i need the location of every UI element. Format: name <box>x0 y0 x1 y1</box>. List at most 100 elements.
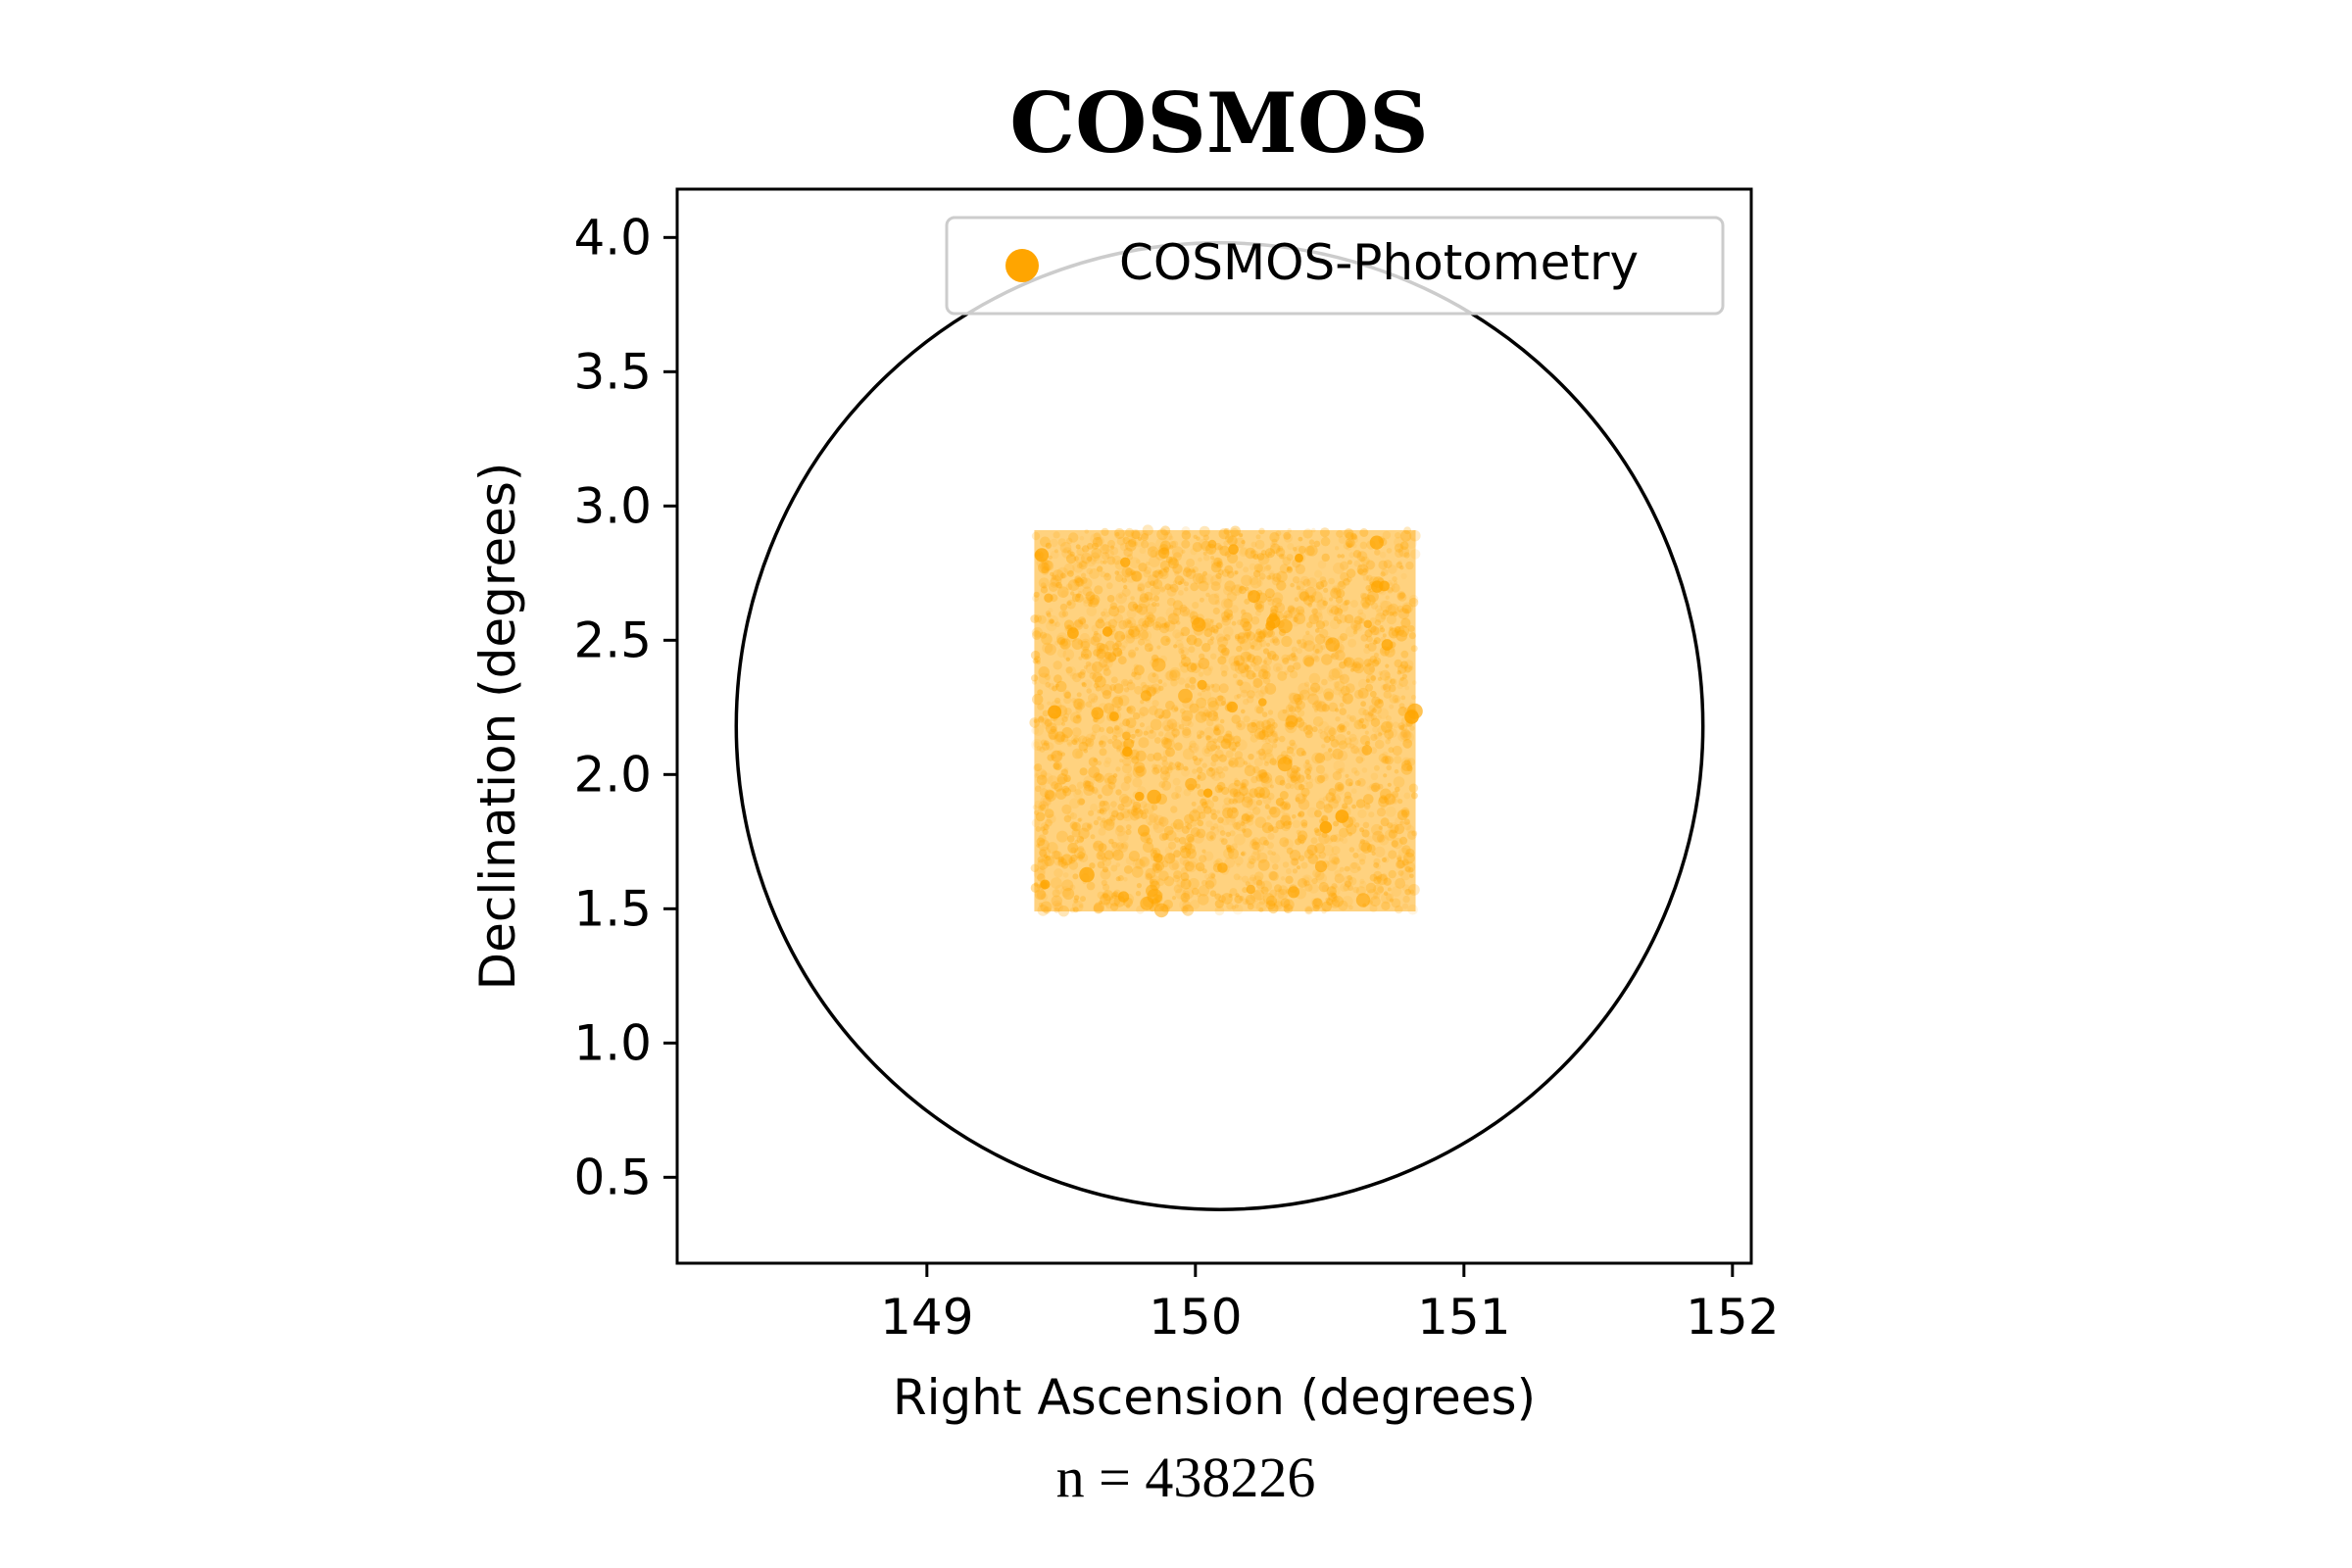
scatter-point <box>1168 722 1178 732</box>
scatter-point <box>1037 689 1044 696</box>
scatter-point <box>1120 641 1128 649</box>
scatter-point <box>1372 627 1382 636</box>
scatter-point <box>1140 801 1148 808</box>
scatter-point <box>1190 827 1200 838</box>
scatter-point <box>1148 821 1152 826</box>
scatter-point <box>1383 877 1392 886</box>
scatter-point <box>1299 575 1310 586</box>
scatter-point <box>1077 851 1086 859</box>
scatter-point <box>1123 633 1135 645</box>
scatter-point <box>1397 706 1408 716</box>
scatter-point <box>1054 884 1065 895</box>
scatter-point <box>1205 740 1217 752</box>
scatter-point <box>1271 826 1279 834</box>
scatter-point <box>1316 599 1327 611</box>
scatter-point <box>1127 649 1137 658</box>
scatter-point <box>1279 837 1290 848</box>
scatter-point <box>1198 658 1210 670</box>
scatter-point <box>1304 586 1317 599</box>
scatter-point <box>1107 618 1118 629</box>
scatter-point <box>1235 893 1240 898</box>
scatter-point <box>1378 560 1388 570</box>
scatter-point <box>1176 620 1181 625</box>
scatter-point <box>1346 540 1353 548</box>
scatter-point <box>1340 561 1349 570</box>
scatter-point <box>1207 697 1218 708</box>
scatter-point <box>1316 701 1328 712</box>
scatter-point <box>1130 733 1136 739</box>
scatter-point <box>1307 686 1318 697</box>
scatter-point <box>1249 575 1259 586</box>
scatter-point <box>1277 545 1284 552</box>
scatter-point <box>1383 690 1392 699</box>
y-tick-label: 3.0 <box>573 477 652 534</box>
scatter-point <box>1298 855 1305 861</box>
scatter-point <box>1131 530 1141 539</box>
scatter-point <box>1255 600 1265 610</box>
scatter-point <box>1110 892 1118 899</box>
scatter-point <box>1389 626 1394 631</box>
scatter-point <box>1277 889 1289 900</box>
scatter-point <box>1267 575 1272 580</box>
scatter-point <box>1223 598 1234 609</box>
scatter-point <box>1250 730 1255 736</box>
scatter-point <box>1209 636 1215 641</box>
scatter-point <box>1104 549 1114 560</box>
scatter-point <box>1363 659 1373 667</box>
scatter-point <box>1347 714 1351 719</box>
scatter-point <box>1279 564 1290 574</box>
scatter-point <box>1251 837 1260 846</box>
scatter-point <box>1301 874 1313 886</box>
scatter-point <box>1151 866 1160 876</box>
scatter-point <box>1226 807 1239 819</box>
scatter-point <box>1388 829 1397 839</box>
scatter-point <box>1200 798 1207 807</box>
scatter-point <box>1310 898 1318 906</box>
scatter-point <box>1394 543 1404 553</box>
scatter-point <box>1382 530 1392 540</box>
scatter-point <box>1221 616 1231 626</box>
scatter-point <box>1330 899 1341 909</box>
scatter-point <box>1157 547 1170 559</box>
scatter-point <box>1114 570 1119 575</box>
scatter-point <box>1337 635 1346 644</box>
scatter-point <box>1047 754 1054 761</box>
scatter-point <box>1253 786 1265 798</box>
scatter-point <box>1370 713 1377 721</box>
scatter-point <box>1135 891 1142 897</box>
scatter-point <box>1398 592 1406 599</box>
scatter-point <box>1030 614 1040 623</box>
scatter-point <box>1232 904 1244 915</box>
scatter-point <box>1234 895 1243 904</box>
scatter-point <box>1085 555 1097 567</box>
scatter-point <box>1250 615 1260 625</box>
scatter-point <box>1339 725 1348 733</box>
scatter-point <box>1234 856 1244 866</box>
scatter-point <box>1231 807 1238 813</box>
scatter-point <box>1329 609 1334 613</box>
scatter-point <box>1100 868 1111 880</box>
scatter-point <box>1093 649 1101 657</box>
scatter-point <box>1111 842 1120 850</box>
scatter-point <box>1315 585 1321 591</box>
scatter-point <box>1291 646 1298 653</box>
scatter-point <box>1205 831 1216 842</box>
scatter-point <box>1276 580 1287 591</box>
scatter-point <box>1296 648 1302 655</box>
scatter-point <box>1347 542 1353 548</box>
scatter-point <box>1057 906 1070 917</box>
scatter-point <box>1134 605 1143 613</box>
scatter-point <box>1211 771 1221 781</box>
scatter-point <box>1317 560 1327 569</box>
scatter-point <box>1117 804 1125 811</box>
scatter-point <box>1210 754 1220 762</box>
scatter-point <box>1032 626 1043 638</box>
scatter-point <box>1363 803 1371 810</box>
scatter-point <box>1172 608 1182 616</box>
scatter-point <box>1139 593 1150 603</box>
scatter-point <box>1093 555 1102 564</box>
scatter-point <box>1387 736 1392 741</box>
scatter-point <box>1388 728 1397 738</box>
scatter-point <box>1228 848 1239 859</box>
scatter-point <box>1267 710 1274 715</box>
